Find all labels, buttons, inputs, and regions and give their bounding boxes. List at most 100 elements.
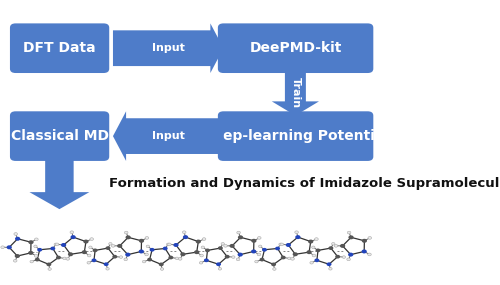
- Circle shape: [46, 262, 52, 266]
- Circle shape: [224, 255, 230, 258]
- Circle shape: [368, 253, 372, 256]
- Circle shape: [70, 231, 73, 234]
- Text: DeePMD-kit: DeePMD-kit: [250, 41, 342, 55]
- Circle shape: [260, 258, 264, 261]
- Text: Classical MD: Classical MD: [10, 129, 108, 143]
- Circle shape: [200, 261, 202, 264]
- Circle shape: [147, 258, 152, 261]
- Circle shape: [271, 262, 276, 266]
- Circle shape: [258, 237, 261, 239]
- Circle shape: [216, 262, 221, 266]
- Circle shape: [194, 250, 200, 254]
- Circle shape: [202, 238, 206, 241]
- Text: Formation and Dynamics of Imidazole Supramolecule: Formation and Dynamics of Imidazole Supr…: [109, 177, 500, 190]
- Circle shape: [308, 240, 314, 244]
- Circle shape: [312, 254, 316, 257]
- Circle shape: [150, 248, 154, 252]
- Circle shape: [166, 243, 170, 246]
- Circle shape: [125, 253, 130, 256]
- Circle shape: [108, 243, 112, 245]
- Circle shape: [306, 250, 312, 254]
- Circle shape: [159, 262, 164, 266]
- Circle shape: [106, 246, 110, 250]
- Circle shape: [56, 256, 61, 259]
- Circle shape: [257, 253, 260, 256]
- Circle shape: [236, 258, 240, 261]
- Circle shape: [204, 258, 209, 262]
- Circle shape: [348, 231, 351, 234]
- Circle shape: [6, 245, 12, 249]
- Circle shape: [348, 253, 354, 256]
- Text: Input: Input: [152, 131, 184, 141]
- Circle shape: [112, 245, 115, 247]
- FancyBboxPatch shape: [10, 23, 109, 73]
- Circle shape: [221, 243, 224, 245]
- Circle shape: [326, 262, 332, 266]
- Circle shape: [347, 258, 350, 261]
- Circle shape: [238, 235, 243, 239]
- FancyBboxPatch shape: [10, 111, 109, 161]
- Circle shape: [160, 268, 164, 270]
- Circle shape: [139, 239, 144, 243]
- Circle shape: [70, 235, 76, 239]
- Circle shape: [87, 261, 90, 264]
- Circle shape: [92, 258, 96, 262]
- Circle shape: [262, 248, 267, 252]
- Circle shape: [340, 244, 345, 248]
- Circle shape: [34, 245, 37, 248]
- Circle shape: [342, 256, 345, 258]
- Polygon shape: [30, 157, 90, 209]
- Polygon shape: [113, 23, 224, 73]
- Circle shape: [334, 245, 338, 247]
- Text: Train: Train: [290, 77, 300, 108]
- Circle shape: [50, 247, 56, 250]
- Circle shape: [258, 245, 262, 248]
- Circle shape: [272, 268, 276, 270]
- Circle shape: [88, 254, 91, 257]
- Circle shape: [362, 239, 367, 243]
- Circle shape: [224, 245, 228, 247]
- Circle shape: [238, 253, 243, 256]
- Circle shape: [232, 256, 235, 258]
- Circle shape: [312, 246, 315, 249]
- Circle shape: [142, 260, 146, 263]
- Circle shape: [280, 243, 283, 246]
- Circle shape: [348, 235, 354, 239]
- Circle shape: [292, 252, 298, 256]
- Circle shape: [106, 268, 109, 270]
- Circle shape: [89, 246, 92, 249]
- FancyBboxPatch shape: [218, 23, 374, 73]
- Circle shape: [34, 255, 38, 257]
- Circle shape: [48, 268, 51, 270]
- Circle shape: [174, 243, 178, 247]
- Circle shape: [30, 260, 34, 263]
- Circle shape: [146, 245, 150, 248]
- Circle shape: [201, 246, 204, 249]
- Circle shape: [196, 240, 201, 244]
- Circle shape: [275, 247, 280, 250]
- Circle shape: [328, 268, 332, 270]
- Circle shape: [84, 240, 88, 244]
- FancyBboxPatch shape: [218, 111, 374, 161]
- Circle shape: [14, 254, 20, 258]
- Circle shape: [37, 248, 42, 252]
- Circle shape: [335, 255, 340, 258]
- Circle shape: [138, 249, 144, 253]
- Circle shape: [286, 243, 291, 247]
- Circle shape: [112, 255, 117, 258]
- Circle shape: [182, 231, 186, 234]
- Circle shape: [291, 257, 294, 260]
- Circle shape: [218, 246, 223, 250]
- Circle shape: [162, 247, 168, 250]
- Circle shape: [92, 249, 98, 252]
- Polygon shape: [113, 111, 224, 161]
- Circle shape: [279, 243, 282, 246]
- Circle shape: [178, 257, 182, 260]
- Circle shape: [120, 256, 122, 258]
- Circle shape: [82, 250, 87, 254]
- Circle shape: [61, 243, 66, 247]
- Circle shape: [28, 251, 34, 255]
- Circle shape: [314, 258, 320, 262]
- Circle shape: [332, 243, 335, 245]
- Circle shape: [180, 252, 186, 256]
